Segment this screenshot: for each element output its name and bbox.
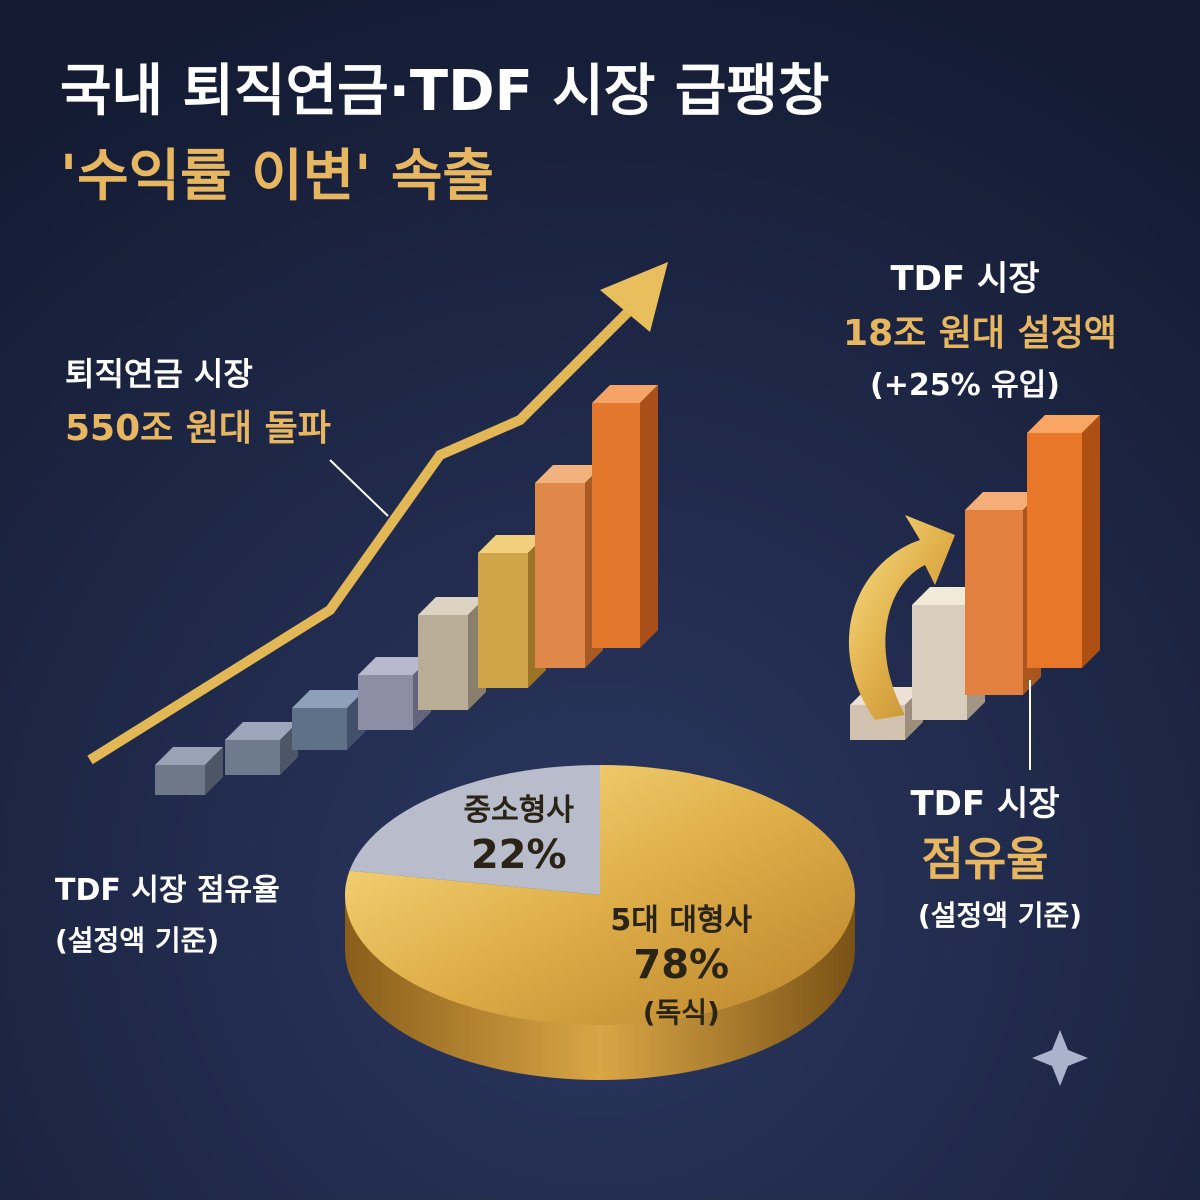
deco-bar: [912, 605, 967, 720]
pie-slice: [345, 765, 855, 1026]
pie-chart: 5대 대형사 78% (독식) 중소형사 22%: [345, 765, 855, 1080]
slice-note: (독식): [643, 996, 720, 1029]
sparkle: [1032, 1030, 1088, 1086]
deco-bar-top: [965, 492, 1041, 510]
arrow-head: [600, 262, 668, 332]
callout-label: TDF 시장: [890, 259, 1039, 299]
deco-bar-top: [1027, 415, 1100, 433]
deco-bar-side: [1082, 415, 1100, 668]
deco-bar-side: [205, 747, 223, 795]
deco-bar-top: [418, 597, 486, 615]
deco-bar: [292, 708, 347, 750]
deco-bar: [965, 510, 1023, 695]
deco-bar-side: [640, 385, 658, 648]
slice-name: 5대 대형사: [610, 903, 752, 938]
deco-bar: [535, 483, 585, 668]
growth-arrow: [87, 296, 644, 765]
deco-bar: [478, 553, 528, 688]
callout-line: [329, 459, 389, 517]
slice-value: 78%: [633, 942, 729, 988]
pie-slice: [349, 765, 600, 895]
deco-bar-top: [155, 747, 223, 765]
callout-note: (+25% 유입): [870, 368, 1060, 403]
callout-note: (설정액 기준): [918, 899, 1082, 932]
deco-bar: [358, 675, 413, 730]
title: 국내 퇴직연금·TDF 시장 급팽창: [60, 59, 829, 124]
slice-value: 22%: [471, 832, 567, 878]
callout-value: 18조 원대 설정액: [843, 313, 1117, 354]
callout-label: TDF 시장: [910, 784, 1059, 824]
deco-bar: [592, 403, 640, 648]
callout-label: 퇴직연금 시장: [65, 355, 253, 393]
curved-arrow: [848, 515, 955, 720]
deco-bar-top: [358, 657, 431, 675]
decoration: [155, 385, 1100, 795]
deco-bar: [418, 615, 468, 710]
deco-bar-top: [478, 535, 546, 553]
deco-bar: [155, 765, 205, 795]
pie-caption: TDF 시장 점유율: [55, 873, 280, 908]
deco-bar: [225, 740, 280, 775]
deco-bar-top: [592, 385, 658, 403]
title: '수익률 이변' 속출: [60, 144, 494, 209]
deco-bar-top: [535, 465, 603, 483]
callout-value: 550조 원대 돌파: [65, 408, 331, 449]
pie-caption-note: (설정액 기준): [55, 924, 219, 957]
deco-bar-top: [225, 722, 298, 740]
slice-name: 중소형사: [464, 793, 575, 828]
deco-bar: [1027, 433, 1082, 668]
callout-value: 점유율: [922, 832, 1049, 886]
deco-bar-top: [292, 690, 365, 708]
